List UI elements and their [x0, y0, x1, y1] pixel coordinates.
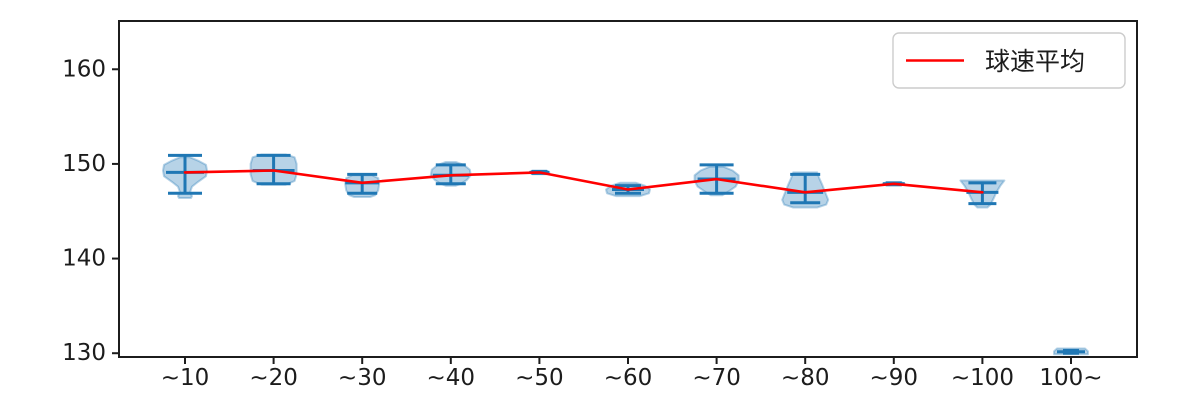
legend-box: [892, 32, 1126, 89]
y-tick-label: 160: [62, 56, 106, 82]
x-tick-label: ~20: [249, 365, 298, 391]
x-tick-label: ~60: [604, 365, 653, 391]
x-tick-label: ~80: [781, 365, 830, 391]
mean-speed-line: [183, 169, 984, 194]
x-tick-label: ~10: [161, 365, 210, 391]
x-tick-label: ~90: [870, 365, 919, 391]
x-tick-label: ~50: [515, 365, 564, 391]
y-tick-label: 150: [62, 151, 106, 177]
legend-label: 球速平均: [985, 47, 1085, 76]
y-tick-label: 130: [62, 340, 106, 366]
x-tick-label: ~70: [692, 365, 741, 391]
x-tick-label: 100~: [1039, 365, 1102, 391]
x-tick-label: ~100: [951, 365, 1014, 391]
y-tick-label: 140: [62, 246, 106, 272]
x-tick-label: ~40: [427, 365, 476, 391]
x-tick-label: ~30: [338, 365, 387, 391]
